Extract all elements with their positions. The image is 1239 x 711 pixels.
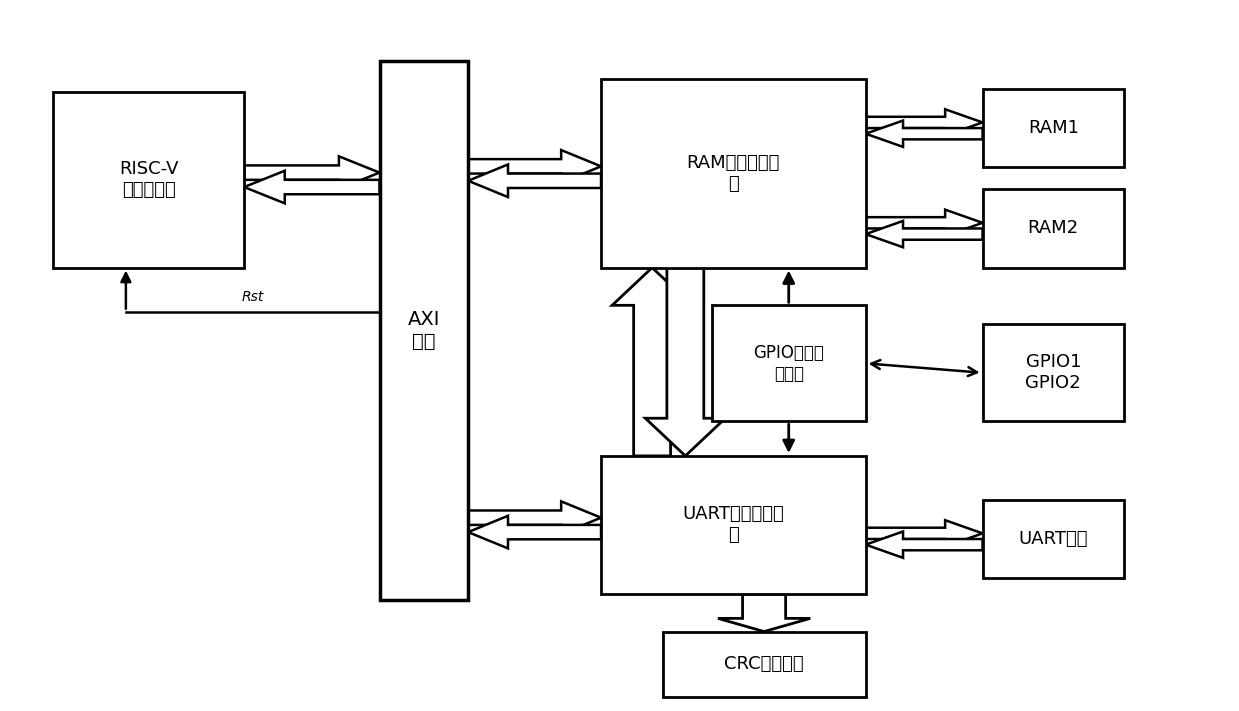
FancyArrow shape	[612, 267, 693, 456]
FancyArrow shape	[468, 515, 601, 548]
Text: UART接口: UART接口	[1018, 530, 1088, 548]
FancyBboxPatch shape	[601, 456, 866, 594]
Text: Rst: Rst	[242, 290, 264, 304]
FancyBboxPatch shape	[983, 324, 1124, 422]
Text: RAM2: RAM2	[1027, 220, 1079, 237]
FancyBboxPatch shape	[711, 305, 866, 422]
FancyArrow shape	[244, 156, 379, 189]
FancyArrow shape	[866, 221, 983, 247]
Text: UART数据控制模
块: UART数据控制模 块	[683, 506, 784, 545]
FancyBboxPatch shape	[983, 189, 1124, 267]
Text: GPIO1
GPIO2: GPIO1 GPIO2	[1026, 353, 1082, 392]
FancyArrow shape	[468, 501, 601, 534]
FancyBboxPatch shape	[983, 500, 1124, 578]
Text: CRC校验模块: CRC校验模块	[725, 656, 804, 673]
FancyBboxPatch shape	[379, 60, 468, 600]
Text: RAM存储控制模
块: RAM存储控制模 块	[686, 154, 781, 193]
FancyArrow shape	[244, 171, 379, 203]
FancyBboxPatch shape	[663, 631, 866, 697]
FancyBboxPatch shape	[53, 92, 244, 267]
Text: GPIO模式控
制模块: GPIO模式控 制模块	[753, 344, 824, 383]
FancyArrow shape	[468, 164, 601, 197]
FancyBboxPatch shape	[601, 80, 866, 267]
FancyArrow shape	[717, 594, 810, 631]
FancyArrow shape	[646, 267, 725, 456]
FancyArrow shape	[866, 121, 983, 147]
FancyArrow shape	[866, 520, 983, 547]
Text: AXI
总线: AXI 总线	[408, 310, 440, 351]
FancyArrow shape	[866, 210, 983, 236]
FancyArrow shape	[468, 150, 601, 183]
FancyBboxPatch shape	[983, 89, 1124, 167]
FancyArrow shape	[866, 532, 983, 558]
Text: RAM1: RAM1	[1028, 119, 1079, 137]
Text: RISC-V
处理器软核: RISC-V 处理器软核	[119, 161, 178, 199]
FancyArrow shape	[866, 109, 983, 136]
